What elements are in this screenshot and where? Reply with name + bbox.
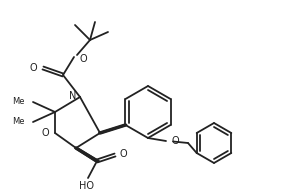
Text: HO: HO bbox=[78, 181, 93, 191]
Text: O: O bbox=[79, 54, 87, 64]
Text: O: O bbox=[29, 63, 37, 73]
Text: O: O bbox=[120, 149, 128, 159]
Text: Me: Me bbox=[12, 118, 25, 127]
Text: N: N bbox=[68, 91, 76, 101]
Text: O: O bbox=[41, 128, 49, 138]
Text: Me: Me bbox=[12, 98, 25, 106]
Text: O: O bbox=[171, 136, 179, 146]
